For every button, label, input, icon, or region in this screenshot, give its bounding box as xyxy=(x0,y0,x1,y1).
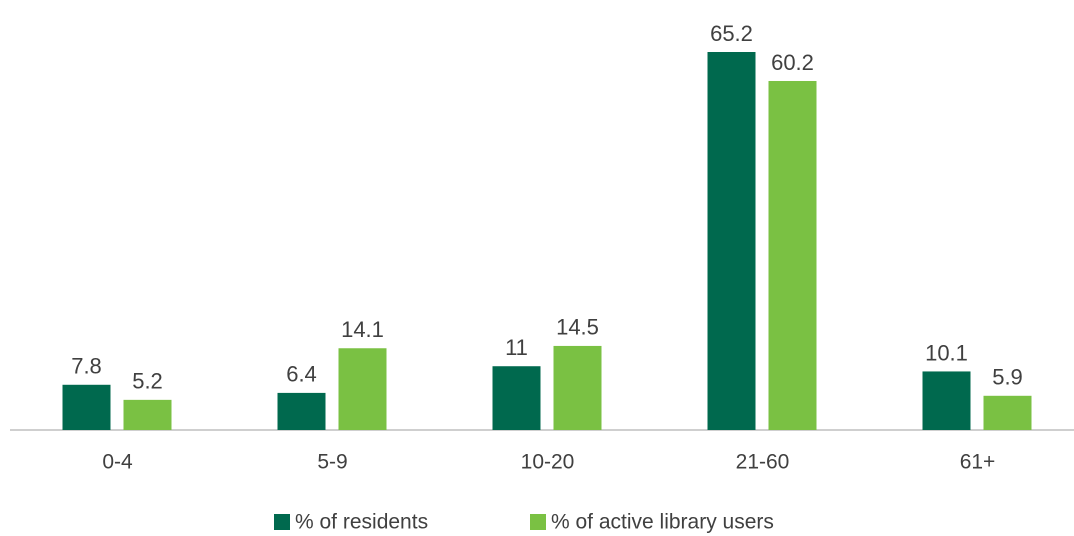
data-label: 14.5 xyxy=(556,315,599,340)
bar xyxy=(922,371,971,430)
x-tick-label: 5-9 xyxy=(317,451,347,474)
bar xyxy=(62,384,111,430)
bar xyxy=(277,392,326,430)
legend-swatch xyxy=(530,514,546,530)
legend-label: % of active library users xyxy=(551,511,774,534)
data-label: 10.1 xyxy=(925,340,968,365)
data-label: 6.4 xyxy=(286,362,317,387)
x-tick-label: 61+ xyxy=(960,451,996,474)
data-label: 7.8 xyxy=(71,354,102,379)
bar xyxy=(707,52,756,430)
data-label: 5.2 xyxy=(132,369,163,394)
bar xyxy=(768,80,817,430)
bar xyxy=(338,348,387,430)
data-label: 14.1 xyxy=(341,317,384,342)
legend-swatch xyxy=(274,514,290,530)
data-label: 5.9 xyxy=(992,365,1023,390)
bar xyxy=(492,366,541,430)
x-tick-label: 0-4 xyxy=(102,451,133,474)
x-tick-label: 10-20 xyxy=(521,451,575,474)
legend-label: % of residents xyxy=(295,511,428,534)
data-label: 60.2 xyxy=(771,50,814,75)
bar xyxy=(983,395,1032,430)
bar xyxy=(553,345,602,430)
x-tick-label: 21-60 xyxy=(736,451,790,474)
data-label: 11 xyxy=(505,335,528,360)
bar xyxy=(123,399,172,430)
data-label: 65.2 xyxy=(710,21,753,46)
